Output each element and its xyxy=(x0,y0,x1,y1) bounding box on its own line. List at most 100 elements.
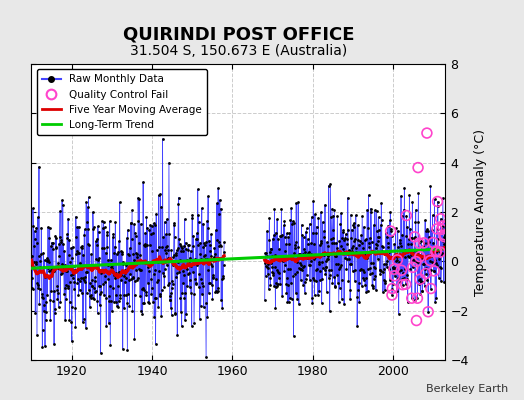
Point xyxy=(172,247,181,254)
Point xyxy=(70,262,78,269)
Point xyxy=(105,218,114,224)
Point xyxy=(168,278,177,284)
Point xyxy=(191,258,199,264)
Point xyxy=(143,224,151,231)
Point xyxy=(111,219,119,226)
Point xyxy=(351,236,359,242)
Point xyxy=(136,267,144,274)
Point xyxy=(42,309,50,316)
Point xyxy=(264,261,272,267)
Point xyxy=(361,252,369,258)
Point xyxy=(281,241,290,247)
Point xyxy=(404,253,412,260)
Point xyxy=(132,233,140,240)
Point xyxy=(358,275,367,281)
Point xyxy=(97,289,105,295)
Point xyxy=(292,290,300,296)
Point xyxy=(263,253,271,260)
Point xyxy=(289,256,297,262)
Point xyxy=(419,279,427,286)
Point xyxy=(56,208,64,214)
Point xyxy=(218,305,226,311)
Point xyxy=(389,264,398,270)
Point xyxy=(299,281,308,288)
Point xyxy=(399,282,407,288)
Point xyxy=(161,231,170,238)
Point xyxy=(393,288,401,294)
Point xyxy=(80,277,88,284)
Point xyxy=(150,295,159,301)
Point xyxy=(39,295,47,302)
Point xyxy=(165,279,173,286)
Point xyxy=(32,260,40,267)
Point xyxy=(100,292,108,298)
Point xyxy=(105,320,113,326)
Point xyxy=(406,266,414,272)
Point xyxy=(424,308,432,315)
Point xyxy=(394,228,402,234)
Point xyxy=(28,286,37,292)
Point xyxy=(54,260,62,266)
Point xyxy=(280,218,289,224)
Point xyxy=(159,234,168,240)
Point xyxy=(270,282,278,289)
Point xyxy=(267,260,275,266)
Point xyxy=(379,288,387,295)
Point xyxy=(98,218,106,224)
Point xyxy=(350,220,358,226)
Point xyxy=(390,273,399,279)
Point xyxy=(273,216,281,222)
Point xyxy=(133,254,141,260)
Point xyxy=(394,275,402,281)
Point xyxy=(169,254,178,260)
Point xyxy=(129,251,138,257)
Point xyxy=(338,235,346,242)
Point xyxy=(436,216,445,222)
Point xyxy=(95,283,104,290)
Point xyxy=(386,228,395,234)
Point xyxy=(71,305,79,312)
Point xyxy=(269,270,277,276)
Point xyxy=(151,222,159,228)
Point xyxy=(139,286,148,293)
Point xyxy=(389,281,397,287)
Point xyxy=(215,242,223,249)
Point xyxy=(322,289,331,295)
Point xyxy=(305,221,314,227)
Point xyxy=(82,199,91,205)
Point xyxy=(316,268,324,274)
Point xyxy=(326,181,334,187)
Point xyxy=(43,255,51,262)
Point xyxy=(201,256,210,262)
Point xyxy=(415,277,423,283)
Point xyxy=(401,281,410,288)
Point xyxy=(343,256,351,262)
Point xyxy=(402,212,411,219)
Point xyxy=(164,282,172,289)
Point xyxy=(96,291,104,298)
Point xyxy=(178,290,187,296)
Point xyxy=(319,250,328,256)
Point xyxy=(134,218,143,224)
Point xyxy=(363,207,372,213)
Point xyxy=(335,285,344,292)
Point xyxy=(317,209,325,216)
Point xyxy=(412,258,420,265)
Point xyxy=(425,239,433,246)
Point xyxy=(293,296,301,302)
Point xyxy=(27,274,36,281)
Point xyxy=(411,206,420,213)
Point xyxy=(41,343,49,349)
Point xyxy=(421,266,430,272)
Point xyxy=(219,275,227,282)
Point xyxy=(391,265,399,271)
Point xyxy=(398,232,407,238)
Point xyxy=(143,242,151,248)
Point xyxy=(293,244,302,250)
Point xyxy=(160,219,169,225)
Point xyxy=(199,283,207,289)
Point xyxy=(206,253,215,260)
Point xyxy=(368,282,376,289)
Point xyxy=(154,277,162,284)
Point xyxy=(29,265,38,271)
